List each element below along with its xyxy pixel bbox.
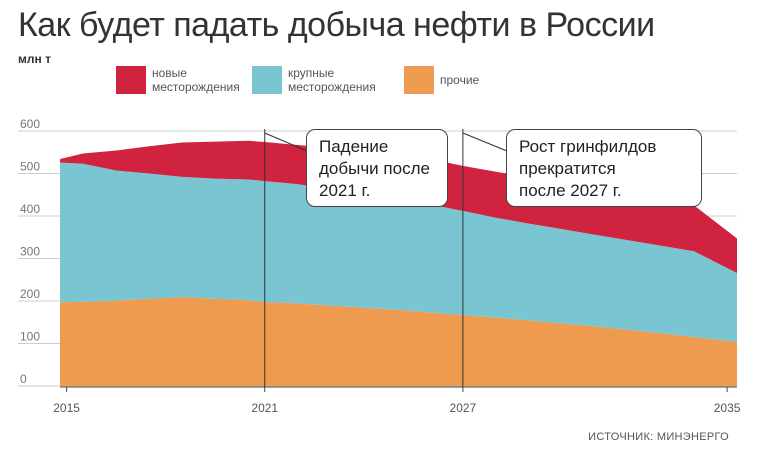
legend-item-other: прочие xyxy=(404,66,479,94)
marker-connector-2027 xyxy=(462,132,508,152)
legend-swatch-other xyxy=(404,66,434,94)
chart-title: Как будет падать добыча нефти в России xyxy=(18,6,655,44)
area-series-0 xyxy=(60,297,737,386)
callout-2021: Падение добычи после 2021 г. xyxy=(306,129,448,207)
x-tick-label-2021: 2021 xyxy=(251,401,278,415)
legend-item-large: крупные месторождения xyxy=(252,66,376,94)
y-tick-label-500: 500 xyxy=(20,160,40,174)
legend-label-large: крупные месторождения xyxy=(288,66,376,94)
legend-item-new: новые месторождения xyxy=(116,66,240,94)
legend-label-other: прочие xyxy=(440,73,480,87)
y-tick-label-200: 200 xyxy=(20,287,40,301)
legend-swatch-new xyxy=(116,66,146,94)
y-tick-label-300: 300 xyxy=(20,245,40,259)
y-tick-label-400: 400 xyxy=(20,202,40,216)
y-tick-label-100: 100 xyxy=(20,330,40,344)
marker-connector-2021 xyxy=(264,132,308,152)
area-series-1 xyxy=(60,162,737,342)
source-note: ИСТОЧНИК: МИНЭНЕРГО xyxy=(588,431,729,443)
legend-swatch-large xyxy=(252,66,282,94)
legend-label-new: новые месторождения xyxy=(152,66,240,94)
area-series-2 xyxy=(60,140,737,273)
x-tick-label-2035: 2035 xyxy=(714,401,741,415)
x-tick-label-2027: 2027 xyxy=(450,401,477,415)
unit-label: млн т xyxy=(18,52,51,66)
callout-2027: Рост гринфилдов прекратится после 2027 г… xyxy=(506,129,702,207)
y-tick-label-0: 0 xyxy=(20,372,27,386)
x-tick-label-2015: 2015 xyxy=(53,401,80,415)
y-tick-label-600: 600 xyxy=(20,117,40,131)
